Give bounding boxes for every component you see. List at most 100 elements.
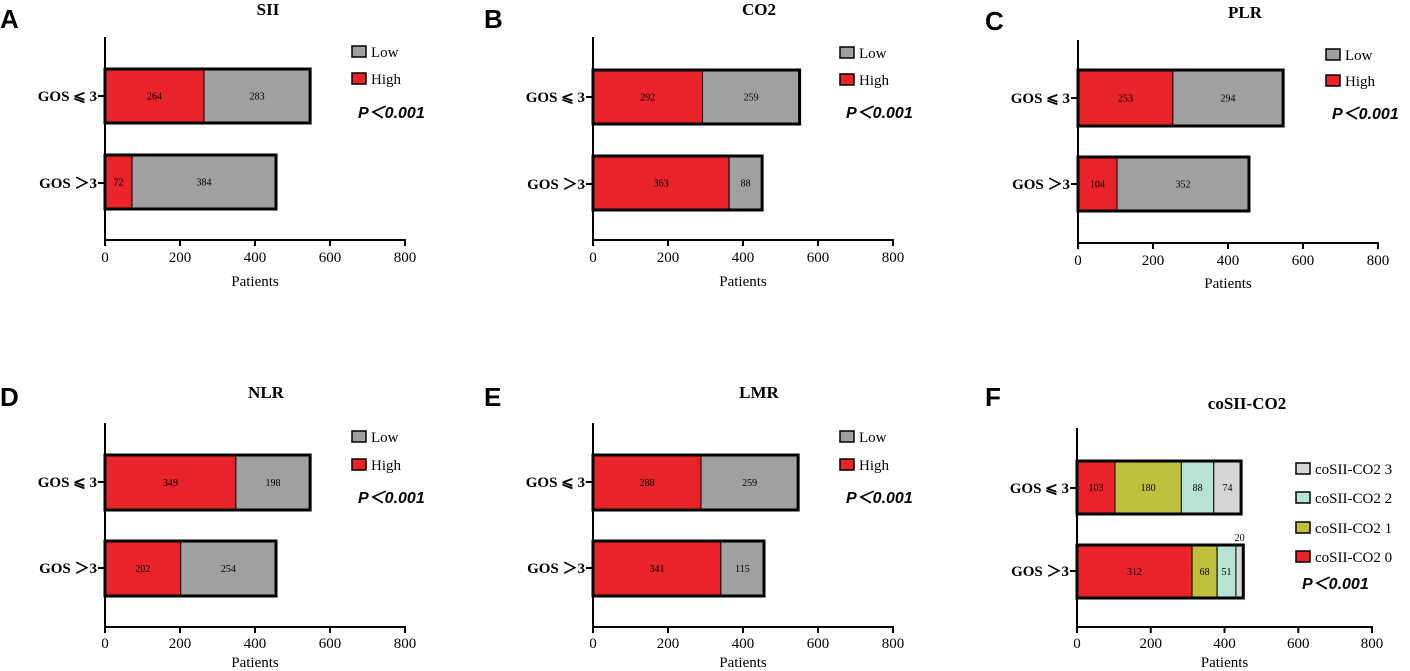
x-axis-label: Patients [1201,655,1249,671]
legend-swatch [839,46,855,59]
data-label: 384 [197,178,212,189]
x-tick-label: 0 [101,636,109,652]
data-label: 352 [1176,180,1191,191]
legend-swatch [1295,521,1311,534]
panel-letter: E [484,382,501,412]
x-tick-label: 800 [1361,636,1384,652]
data-label: 254 [221,564,236,575]
x-axis-label: Patients [231,655,279,671]
x-axis-label: Patients [1204,276,1252,292]
x-tick-label: 400 [732,636,755,652]
chart-title: LMR [739,383,779,402]
data-label: 198 [266,478,281,489]
bar-outline [591,154,764,212]
category-label: GOS ＞3 [1011,564,1069,580]
data-label: 72 [114,178,124,189]
data-label: 349 [163,478,178,489]
panel-a: A SII GOS ⩽ 3 GOS ＞3 0 200 400 600 800 Patients 26… [0,0,425,290]
p-value-annotation: P＜0.001 [1332,106,1399,123]
legend-label: High [859,458,890,474]
data-label: 312 [1127,567,1142,578]
panel-letter: B [484,4,503,34]
panel-c: C PLR GOS ⩽ 3 GOS ＞3 0 200 400 600 800 Patients 25… [985,3,1399,292]
x-tick-label: 600 [319,636,342,652]
bar-outline [1075,459,1243,516]
stacked-bar: 341 115 [591,539,766,598]
category-label: GOS ⩽ 3 [526,475,585,491]
x-tick-label: 600 [1292,253,1315,269]
x-tick-label: 800 [394,636,417,652]
data-label: 283 [250,92,265,103]
legend-label: High [371,458,402,474]
legend-swatch [839,430,855,443]
stacked-bar: 104 352 [1076,155,1251,213]
chart-title: coSII-CO2 [1208,394,1286,413]
legend-swatch [351,458,367,471]
x-tick-label: 600 [1287,636,1310,652]
data-label: 68 [1200,567,1210,578]
x-tick-label: 400 [732,250,755,266]
bar-outline [103,539,278,598]
legend-label: coSII-CO2 2 [1315,491,1392,507]
stacked-bar: 363 88 [591,154,764,212]
legend-label: High [1345,74,1376,90]
x-tick-label: 0 [589,250,597,266]
category-label: GOS ＞3 [39,176,97,192]
x-tick-label: 200 [1140,636,1163,652]
bar-segment [1116,156,1250,212]
legend-label: Low [859,46,887,62]
category-label: GOS ⩽ 3 [1010,481,1069,497]
legend: coSII-CO2 3 coSII-CO2 2 coSII-CO2 1 coSII-C… [1295,462,1392,566]
legend-swatch [839,458,855,471]
panel-letter: F [985,382,1001,412]
category-label: GOS ⩽ 3 [526,90,585,106]
category-label: GOS ⩽ 3 [38,475,97,491]
legend: Low High [839,430,890,474]
legend-swatch [1295,462,1311,475]
category-label: GOS ＞3 [39,561,97,577]
stacked-bar: 264 283 [103,67,312,125]
bar-segment [1172,69,1284,127]
data-label: 202 [135,564,150,575]
x-tick-label: 400 [244,250,267,266]
x-axis-label: Patients [719,655,767,671]
x-tick-label: 600 [807,636,830,652]
bar-segment [1076,544,1193,599]
bar-segment [131,154,277,210]
legend-swatch [351,72,367,85]
bar-outline [1076,68,1285,128]
data-label: 51 [1222,567,1232,578]
data-label: 74 [1222,483,1232,494]
x-tick-label: 600 [807,250,830,266]
legend-label: Low [371,45,399,61]
data-label: 104 [1090,180,1105,191]
data-label: 253 [1118,94,1133,105]
category-label: GOS ＞3 [527,177,585,193]
bar-outline [591,539,766,598]
legend-label: coSII-CO2 3 [1315,462,1392,478]
legend-swatch [1295,550,1311,563]
panel-d: D NLR GOS ⩽ 3 GOS ＞3 0 200 400 600 800 Patients 34… [0,382,425,671]
bar-outline [1075,543,1245,600]
panel-letter: C [985,6,1004,36]
x-tick-label: 800 [882,636,905,652]
data-label: 292 [640,93,655,104]
data-label: 88 [1193,483,1203,494]
chart-title: CO2 [742,0,776,19]
legend-swatch [1295,491,1311,504]
data-label: 288 [640,478,655,489]
data-label: 363 [654,179,669,190]
x-tick-label: 800 [1367,253,1390,269]
legend-swatch [839,73,855,86]
data-label: 259 [744,93,759,104]
stacked-bar: 349 198 [103,453,312,512]
x-tick-label: 800 [882,250,905,266]
bar-segment [1077,156,1118,212]
bar-segment [1180,460,1215,515]
bar-segment [1191,544,1218,599]
data-label: 88 [741,179,751,190]
stacked-bar: 288 259 [591,453,800,512]
legend-label: High [371,72,402,88]
